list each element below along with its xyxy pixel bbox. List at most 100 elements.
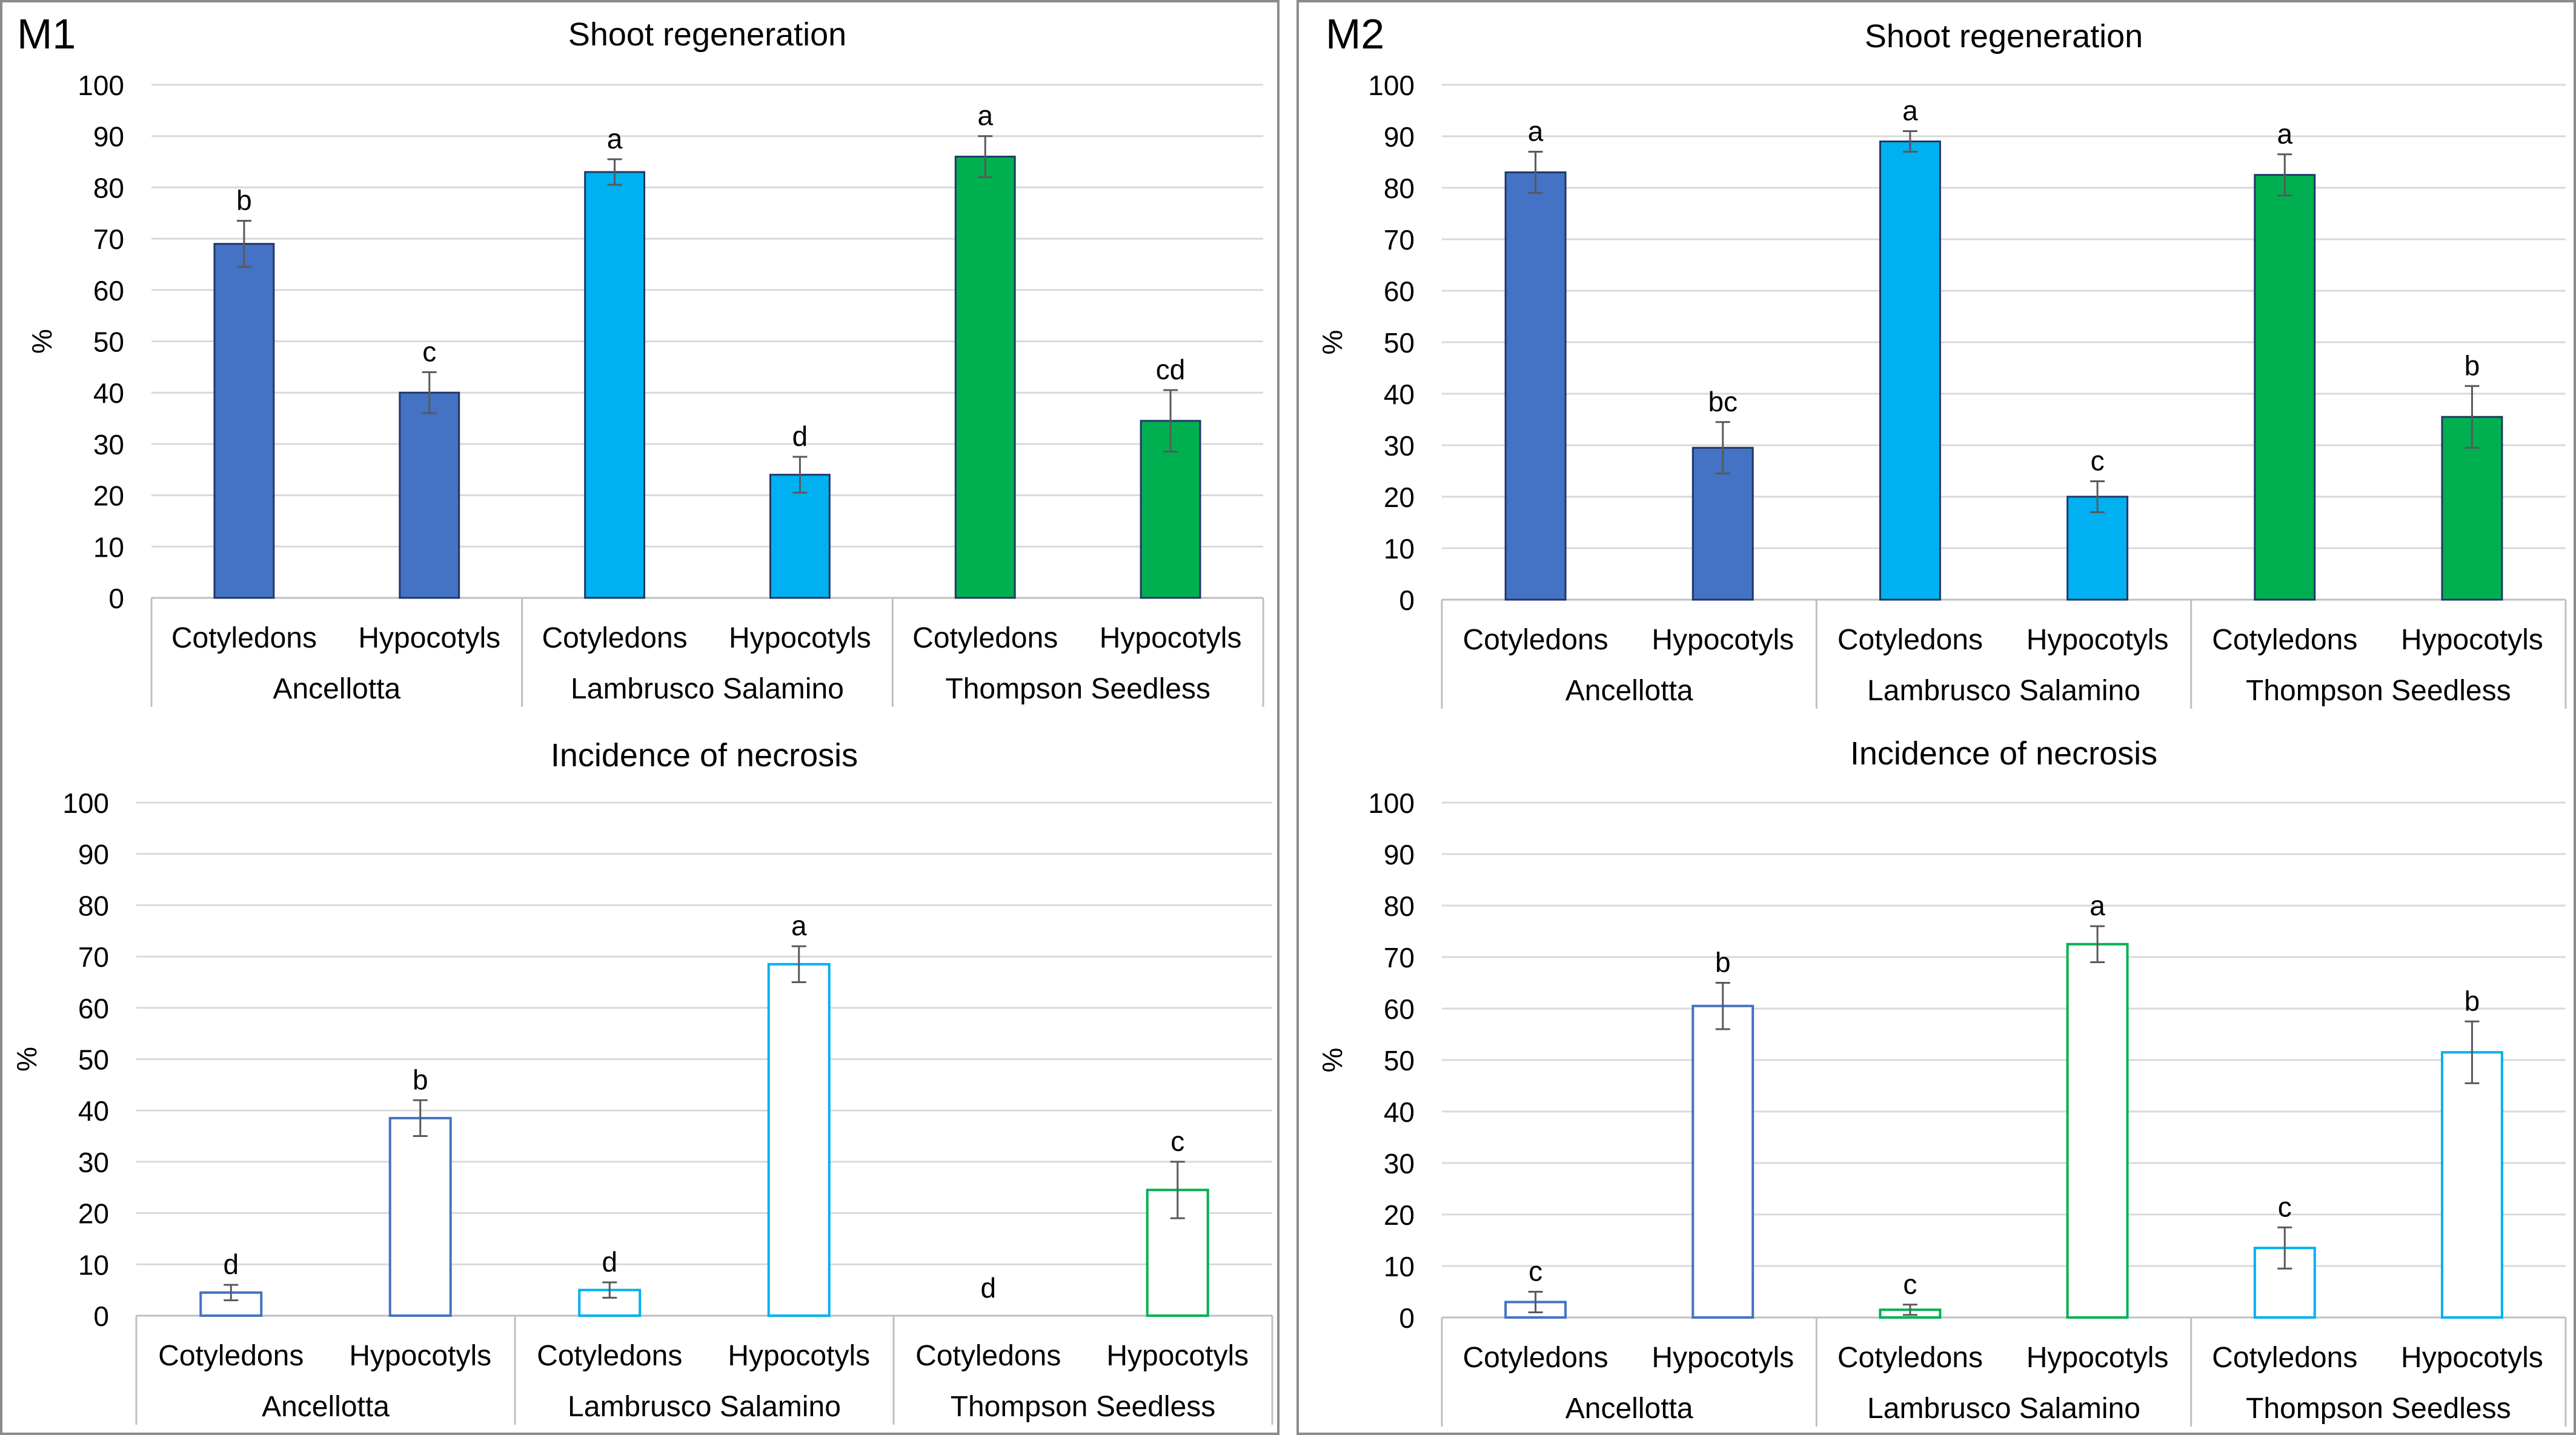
x-group-label: Lambrusco Salamino xyxy=(568,1391,841,1423)
chart-title: Incidence of necrosis xyxy=(551,737,858,774)
y-tick-label: 0 xyxy=(1399,1302,1415,1334)
bar-ancellotta-cotyledons xyxy=(1504,171,1567,601)
significance-letter: a xyxy=(2090,890,2105,921)
chart-title: Shoot regeneration xyxy=(1865,18,2143,55)
y-tick-label: 80 xyxy=(1384,173,1415,204)
y-tick-label: 10 xyxy=(93,531,124,563)
y-tick-label: 20 xyxy=(1384,1199,1415,1231)
bar-lambrusco-salamino-hypocotyls xyxy=(769,474,831,599)
y-tick-label: 0 xyxy=(1399,585,1415,616)
y-tick-label: 50 xyxy=(1384,327,1415,359)
x-category-label: Cotyledons xyxy=(912,622,1058,654)
significance-letter: d xyxy=(223,1248,239,1280)
x-category-label: Hypocotyls xyxy=(728,1340,870,1372)
y-tick-label: 70 xyxy=(93,224,124,255)
y-tick-label: 30 xyxy=(93,429,124,460)
significance-letter: d xyxy=(792,420,808,452)
y-tick-label: 40 xyxy=(1384,379,1415,410)
significance-letter: c xyxy=(1529,1256,1542,1287)
y-tick-label: 10 xyxy=(78,1249,109,1281)
y-tick-label: 60 xyxy=(1384,276,1415,307)
significance-letter: cd xyxy=(1156,354,1186,385)
y-tick-label: 90 xyxy=(1384,121,1415,153)
x-group-label: Thompson Seedless xyxy=(945,673,1210,705)
x-group-label: Lambrusco Salamino xyxy=(1867,1393,2140,1425)
panel-m2-content: M2 Shoot regeneration 0 10 20 30 40 50 60 70 80 90 1… xyxy=(1316,10,2567,1427)
significance-letter: a xyxy=(607,123,623,154)
bar-thompson-seedless-cotyledons xyxy=(954,156,1016,599)
necrosis-chart: Incidence of necrosis 0 10 20 30 40 50 60 70 80 90… xyxy=(1316,735,2567,1427)
y-tick-label: 30 xyxy=(1384,430,1415,462)
shoot-regeneration-chart: Shoot regeneration 0 10 20 30 40 50 60 70 80 90 100… xyxy=(1316,18,2567,709)
x-category-label: Cotyledons xyxy=(171,622,317,654)
necrosis-chart: Incidence of necrosis 0 10 20 30 40 50 60 70 80 90… xyxy=(11,737,1273,1425)
x-category-label: Hypocotyls xyxy=(1651,624,1794,656)
significance-letter: d xyxy=(980,1272,996,1304)
x-category-label: Hypocotyls xyxy=(1100,622,1242,654)
x-category-label: Hypocotyls xyxy=(2401,1342,2543,1374)
significance-letter: c xyxy=(1170,1125,1184,1157)
y-tick-label: 20 xyxy=(78,1198,109,1230)
x-category-label: Hypocotyls xyxy=(2027,1342,2169,1374)
y-tick-label: 100 xyxy=(1368,70,1415,101)
x-group-label: Ancellotta xyxy=(1565,675,1693,707)
significance-letter: a xyxy=(2277,118,2292,150)
y-tick-label: 50 xyxy=(93,326,124,358)
x-category-label: Cotyledons xyxy=(537,1340,682,1372)
y-tick-label: 100 xyxy=(78,70,124,101)
x-category-label: Hypocotyls xyxy=(349,1340,491,1372)
x-category-label: Cotyledons xyxy=(1463,624,1608,656)
significance-letter: b xyxy=(413,1064,428,1095)
y-tick-label: 100 xyxy=(62,787,109,819)
y-tick-label: 20 xyxy=(1384,482,1415,513)
x-group-label: Thompson Seedless xyxy=(2246,675,2511,707)
y-tick-label: 70 xyxy=(78,941,109,973)
significance-letter: a xyxy=(977,100,993,131)
bar-lambrusco-salamino-hypocotyls xyxy=(2066,943,2129,1319)
x-category-label: Cotyledons xyxy=(1837,1342,1983,1374)
significance-letter: c xyxy=(1903,1268,1917,1300)
panel-m1-content: M1 Shoot regeneration 0 10 20 30 40 50 60 70 80 90 1… xyxy=(11,10,1273,1425)
chart-title: Shoot regeneration xyxy=(568,16,846,53)
bar-lambrusco-salamino-cotyledons xyxy=(1879,141,1941,601)
x-category-label: Hypocotyls xyxy=(1651,1342,1794,1374)
y-tick-label: 90 xyxy=(93,121,124,153)
y-tick-label: 70 xyxy=(1384,224,1415,256)
x-category-label: Hypocotyls xyxy=(729,622,871,654)
y-tick-label: 40 xyxy=(1384,1096,1415,1128)
significance-letter: bc xyxy=(1708,386,1738,417)
y-tick-label: 90 xyxy=(78,839,109,870)
significance-letter: b xyxy=(1715,947,1731,978)
y-tick-label: 60 xyxy=(78,993,109,1024)
x-category-label: Cotyledons xyxy=(1463,1342,1608,1374)
chart-title: Incidence of necrosis xyxy=(1850,735,2157,772)
x-category-label: Hypocotyls xyxy=(2027,624,2169,656)
significance-letter: b xyxy=(2465,350,2480,381)
x-group-label: Ancellotta xyxy=(273,673,400,705)
significance-letter: d xyxy=(602,1246,617,1278)
x-group-label: Ancellotta xyxy=(1565,1393,1693,1425)
y-tick-label: 50 xyxy=(78,1044,109,1076)
y-tick-label: 20 xyxy=(93,480,124,512)
y-tick-label: 80 xyxy=(1384,890,1415,922)
x-category-label: Cotyledons xyxy=(542,622,688,654)
y-axis-label: % xyxy=(1316,1048,1348,1073)
panel-label: M1 xyxy=(17,10,76,58)
x-category-label: Cotyledons xyxy=(2212,624,2357,656)
y-tick-label: 100 xyxy=(1368,787,1415,819)
significance-letter: c xyxy=(2091,445,2105,477)
y-tick-label: 0 xyxy=(108,583,124,614)
significance-letter: a xyxy=(1902,95,1918,127)
x-category-label: Hypocotyls xyxy=(358,622,500,654)
shoot-regeneration-chart: Shoot regeneration 0 10 20 30 40 50 60 70 80 90 100… xyxy=(26,16,1264,707)
y-tick-label: 90 xyxy=(1384,839,1415,870)
significance-letter: c xyxy=(2278,1191,2292,1222)
bar-lambrusco-salamino-hypocotyls xyxy=(2066,495,2129,601)
y-tick-label: 80 xyxy=(93,172,124,204)
y-axis-label: % xyxy=(1316,330,1348,355)
significance-letter: b xyxy=(2465,985,2480,1016)
x-category-label: Cotyledons xyxy=(158,1340,304,1372)
y-tick-label: 60 xyxy=(93,275,124,307)
y-tick-label: 0 xyxy=(93,1301,109,1332)
